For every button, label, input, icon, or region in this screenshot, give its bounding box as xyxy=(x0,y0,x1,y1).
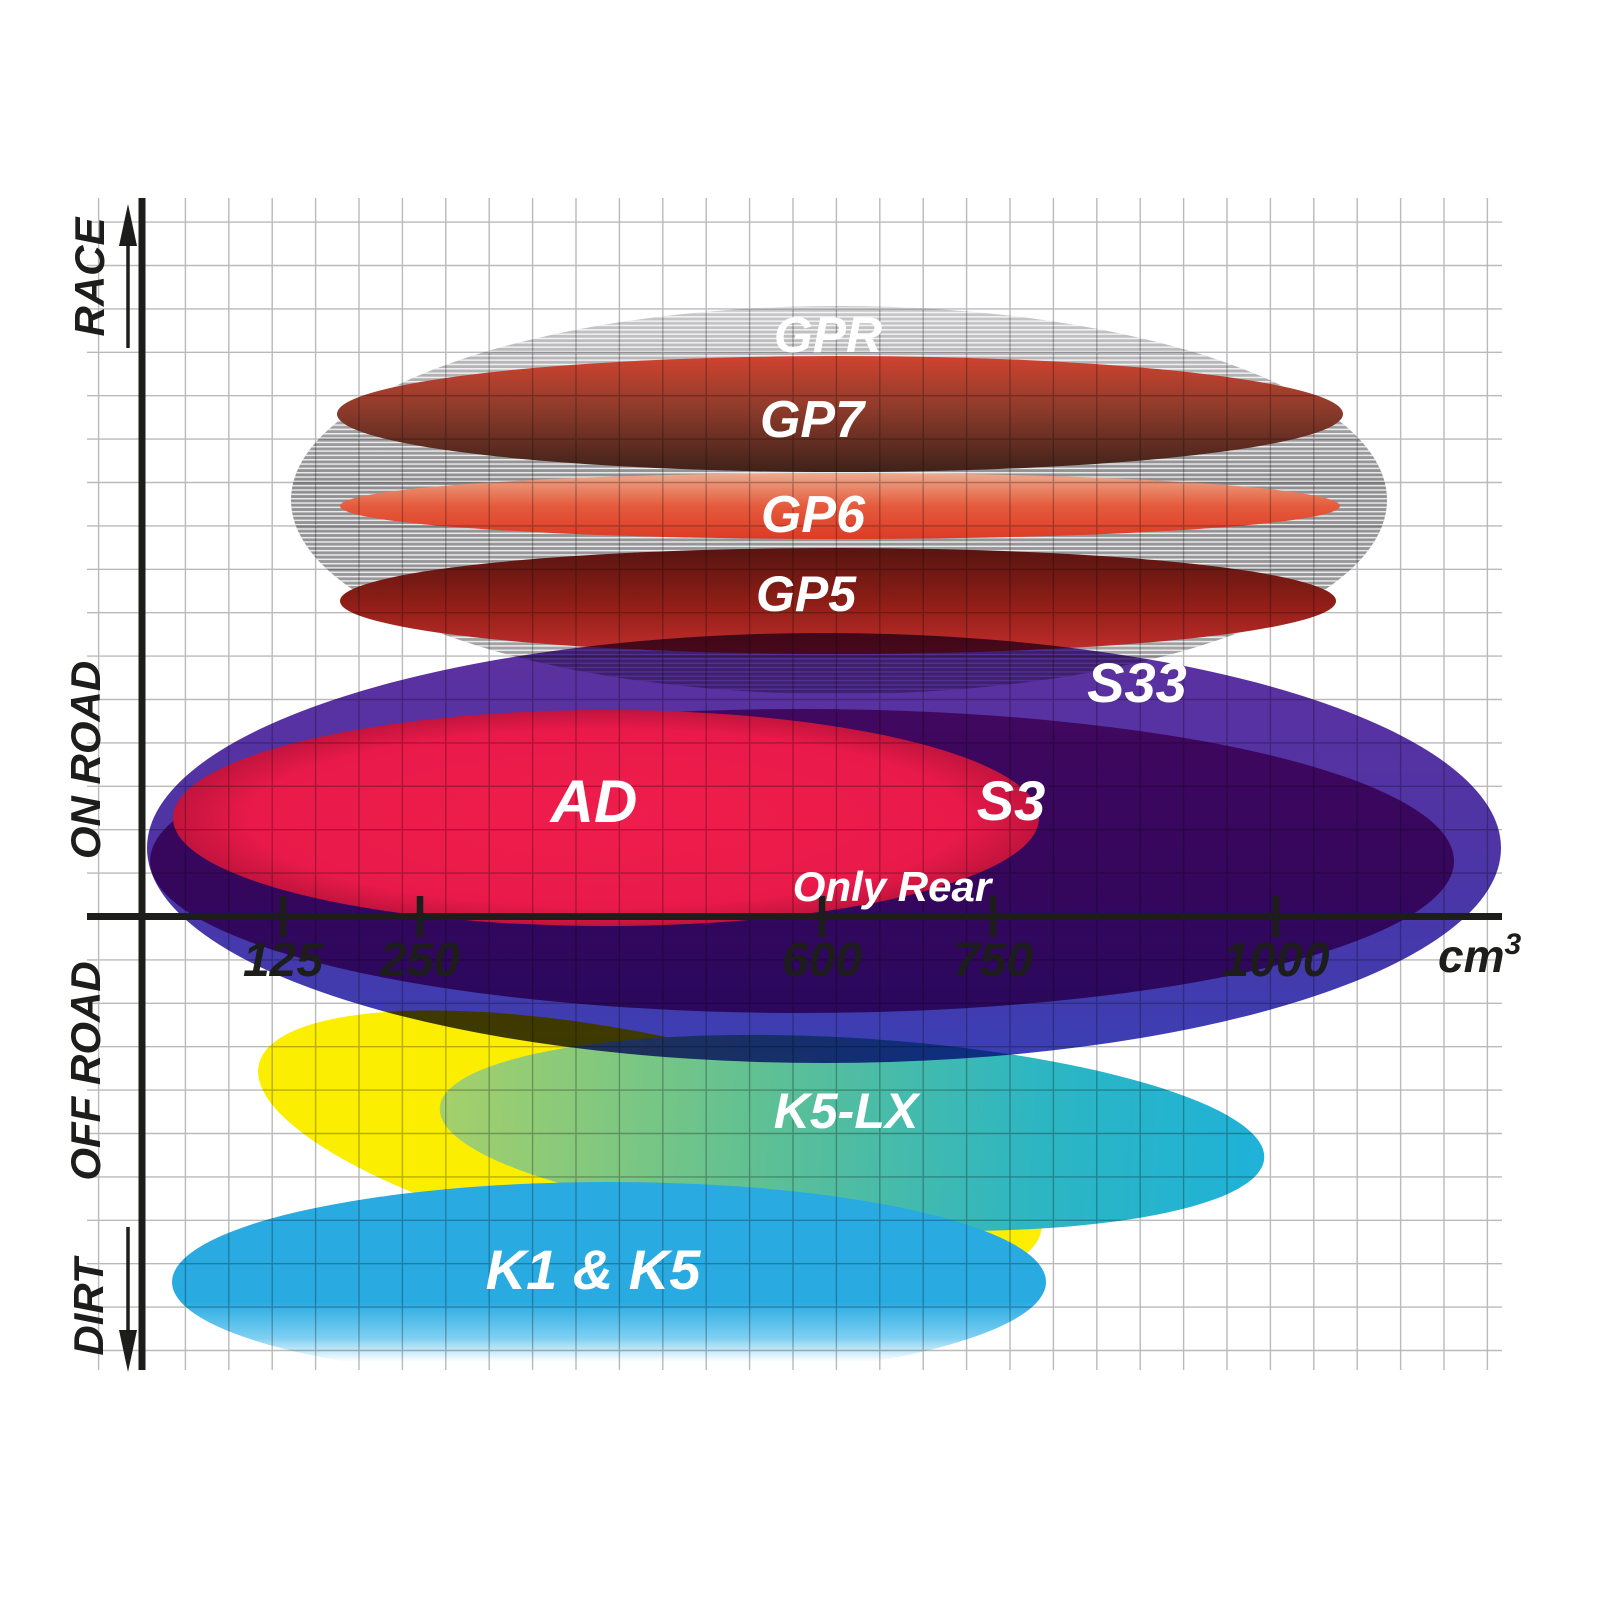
region-gp6 xyxy=(340,473,1340,539)
region-label-s3: S3 xyxy=(977,769,1046,832)
y-band-label-dirt: DIRT xyxy=(65,1255,112,1356)
grid xyxy=(87,198,1502,1370)
region-k1k5 xyxy=(172,1182,1046,1382)
down-arrow-head-icon xyxy=(119,1330,137,1372)
axes-layer: 125 250 600 750 1000 cm3 RACE ON ROAD OFF ROAD DI… xyxy=(62,198,1521,1372)
x-axis-unit: cm3 xyxy=(1438,928,1521,982)
region-label-gp7: GP7 xyxy=(760,391,866,449)
x-tick-label: 600 xyxy=(782,934,862,987)
region-label-k5lx: K5-LX xyxy=(774,1083,921,1139)
region-label-gpr: GPR xyxy=(774,307,882,363)
region-gp7 xyxy=(337,356,1343,472)
labels-layer: GPR GP7 GP6 GP5 K5-LX S33 S3 AD K1 & K5 Only Rear xyxy=(486,307,1187,1301)
x-axis-unit-sup: 3 xyxy=(1504,928,1521,961)
region-label-gp6: GP6 xyxy=(761,486,866,544)
region-gp5 xyxy=(340,548,1336,654)
regions-layer xyxy=(147,306,1501,1382)
up-arrow-head-icon xyxy=(119,204,137,246)
region-label-ad: AD xyxy=(549,768,638,835)
region-label-gp5: GP5 xyxy=(756,566,857,622)
x-tick-label: 750 xyxy=(953,934,1033,987)
y-band-label-on-road: ON ROAD xyxy=(62,661,109,859)
region-label-s33: S33 xyxy=(1087,651,1187,714)
y-band-label-off-road: OFF ROAD xyxy=(62,961,109,1180)
x-tick-label: 125 xyxy=(243,934,324,987)
region-label-k1k5: K1 & K5 xyxy=(486,1238,702,1301)
x-axis-unit-base: cm xyxy=(1438,930,1504,982)
x-tick-label: 250 xyxy=(379,934,460,987)
x-tick-label: 1000 xyxy=(1223,934,1330,987)
y-band-label-race: RACE xyxy=(66,216,113,337)
annotation-only-rear: Only Rear xyxy=(793,863,994,910)
region-ad xyxy=(173,710,1039,926)
